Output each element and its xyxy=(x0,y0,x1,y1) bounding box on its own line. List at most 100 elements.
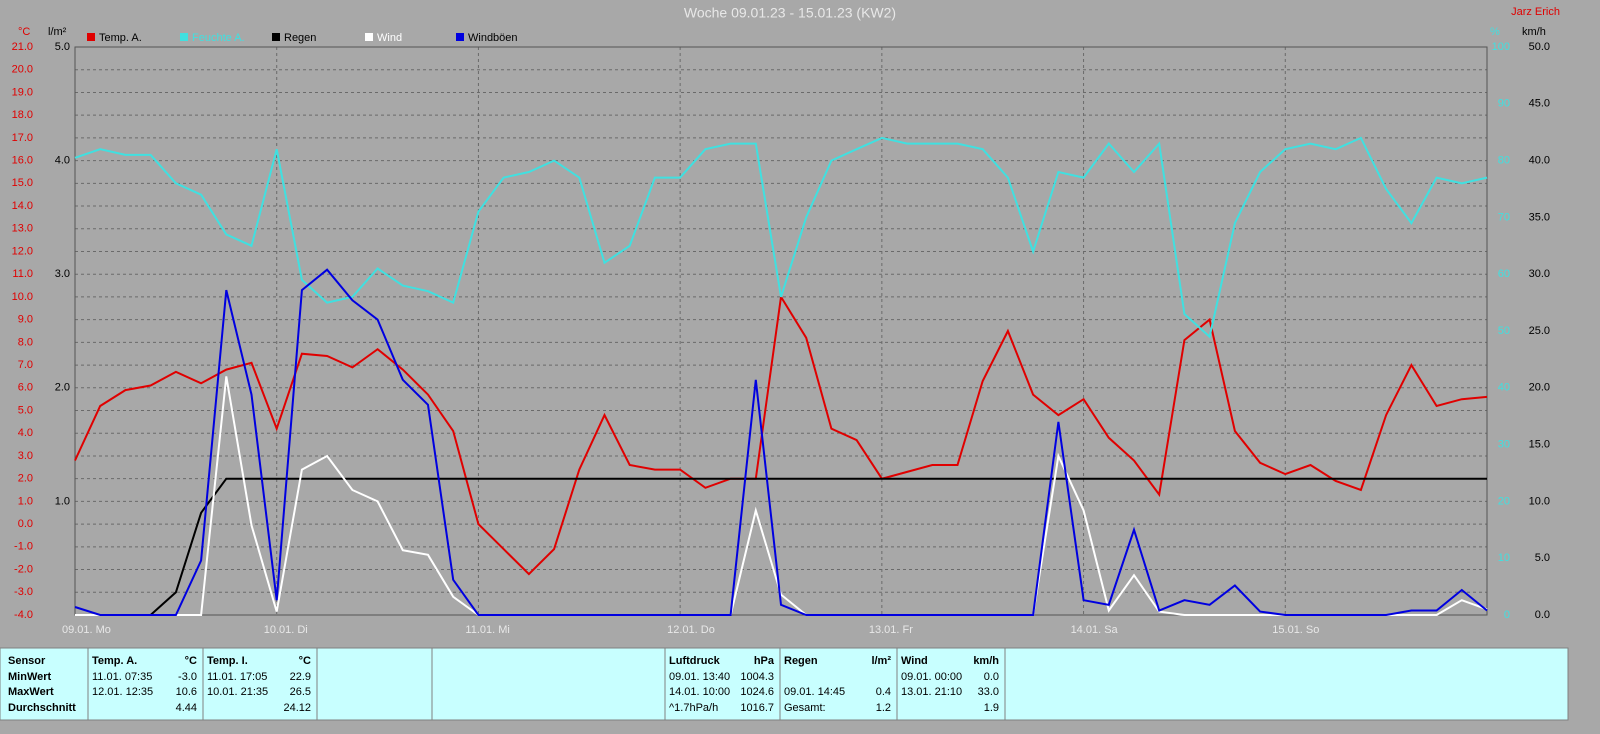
cell-time: 09.01. 00:00 xyxy=(901,671,962,683)
x-tick-label: 10.01. Di xyxy=(264,624,308,636)
x-tick-label: 14.01. Sa xyxy=(1071,624,1119,636)
y3-tick-label: 1.0 xyxy=(55,495,70,507)
row-label: Sensor xyxy=(8,655,46,667)
y-tick-label: 11.0 xyxy=(12,268,33,280)
legend-label: Feuchte A. xyxy=(192,32,245,44)
y-tick-label: 9.0 xyxy=(18,314,33,326)
block-name: Temp. A. xyxy=(92,655,137,667)
cell-value: 1.9 xyxy=(984,702,999,714)
block-unit: hPa xyxy=(754,655,775,667)
y2-tick-label: 0.0 xyxy=(1535,609,1550,621)
y-tick-label: -2.0 xyxy=(14,563,33,575)
cell-value: 1024.6 xyxy=(740,686,774,698)
y4-tick-label: 50 xyxy=(1498,325,1510,337)
y-tick-label: -1.0 xyxy=(14,541,33,553)
block-unit: °C xyxy=(299,655,311,667)
legend-swatch xyxy=(456,33,464,41)
cell-time: 09.01. 14:45 xyxy=(784,686,845,698)
y4-tick-label: 90 xyxy=(1498,98,1510,110)
cell-value: 0.0 xyxy=(984,671,999,683)
cell-value: 1016.7 xyxy=(740,702,774,714)
y4-tick-label: 80 xyxy=(1498,155,1510,167)
plot-frame xyxy=(74,46,1488,616)
cell-time: 09.01. 13:40 xyxy=(669,671,730,683)
y-tick-label: 14.0 xyxy=(12,200,33,212)
x-tick-label: 13.01. Fr xyxy=(869,624,913,636)
y3-tick-label: 2.0 xyxy=(55,382,70,394)
y-tick-label: -4.0 xyxy=(14,609,33,621)
legend-swatch xyxy=(87,33,95,41)
y4-tick-label: 0 xyxy=(1504,609,1510,621)
block-unit: °C xyxy=(185,655,197,667)
y-tick-label: 12.0 xyxy=(12,245,33,257)
block-name: Regen xyxy=(784,655,818,667)
y4-tick-label: 60 xyxy=(1498,268,1510,280)
x-tick-label: 12.01. Do xyxy=(667,624,715,636)
legend-label: Windböen xyxy=(468,32,518,44)
y3-tick-label: 3.0 xyxy=(55,268,70,280)
y3-tick-label: 4.0 xyxy=(55,155,70,167)
row-label: MinWert xyxy=(8,671,52,683)
y4-tick-label: 30 xyxy=(1498,439,1510,451)
y-unit: °C xyxy=(18,26,30,38)
legend-label: Regen xyxy=(284,32,316,44)
y-tick-label: 18.0 xyxy=(12,109,33,121)
series-line xyxy=(75,477,1487,616)
y-tick-label: 2.0 xyxy=(18,473,33,485)
y4-tick-label: 40 xyxy=(1498,382,1510,394)
cell-time: 14.01. 10:00 xyxy=(669,686,730,698)
block-name: Temp. I. xyxy=(207,655,248,667)
block-name: Wind xyxy=(901,655,928,667)
y-tick-label: 10.0 xyxy=(12,291,33,303)
y-tick-label: 16.0 xyxy=(12,155,33,167)
y2-tick-label: 25.0 xyxy=(1529,325,1550,337)
y-tick-label: 0.0 xyxy=(18,518,33,530)
y2-tick-label: 30.0 xyxy=(1529,268,1550,280)
x-tick-label: 15.01. So xyxy=(1272,624,1319,636)
y-tick-label: 6.0 xyxy=(18,382,33,394)
series-line xyxy=(75,376,1488,616)
cell-value: 26.5 xyxy=(290,686,311,698)
block-name: Luftdruck xyxy=(669,655,721,667)
y2-tick-label: 15.0 xyxy=(1529,439,1550,451)
y3-tick-label: 5.0 xyxy=(55,41,70,53)
y2-tick-label: 45.0 xyxy=(1529,98,1550,110)
y4-tick-label: 20 xyxy=(1498,495,1510,507)
y2-tick-label: 5.0 xyxy=(1535,552,1550,564)
cell-value: 4.44 xyxy=(176,702,197,714)
cell-time: 13.01. 21:10 xyxy=(901,686,962,698)
cell-value: 0.4 xyxy=(876,686,891,698)
cell-value: 1004.3 xyxy=(740,671,774,683)
row-label: MaxWert xyxy=(8,686,54,698)
cell-time: ^1.7hPa/h xyxy=(669,702,718,714)
y4-tick-label: 10 xyxy=(1498,552,1510,564)
cell-time: 11.01. 07:35 xyxy=(92,671,152,683)
y-tick-label: 3.0 xyxy=(18,450,33,462)
y2-tick-label: 40.0 xyxy=(1529,155,1550,167)
cell-time: 12.01. 12:35 xyxy=(92,686,153,698)
y-tick-label: 17.0 xyxy=(12,132,33,144)
cell-value: 22.9 xyxy=(290,671,311,683)
y-tick-label: 13.0 xyxy=(12,223,33,235)
y2-unit: km/h xyxy=(1522,26,1546,38)
y-tick-label: 8.0 xyxy=(18,336,33,348)
cell-value: 33.0 xyxy=(978,686,999,698)
series-line xyxy=(74,136,1488,339)
y-tick-label: 5.0 xyxy=(18,404,33,416)
y2-tick-label: 10.0 xyxy=(1529,495,1550,507)
cell-time: Gesamt: xyxy=(784,702,826,714)
legend-label: Wind xyxy=(377,32,402,44)
y-tick-label: 7.0 xyxy=(18,359,33,371)
chart-title: Woche 09.01.23 - 15.01.23 (KW2) xyxy=(684,5,896,21)
x-tick-label: 09.01. Mo xyxy=(62,624,111,636)
y-tick-label: 19.0 xyxy=(12,86,33,98)
y2-tick-label: 50.0 xyxy=(1529,41,1550,53)
y-tick-label: 21.0 xyxy=(12,41,33,53)
y4-tick-label: 100 xyxy=(1492,41,1510,53)
legend-swatch xyxy=(272,33,280,41)
cell-value: -3.0 xyxy=(178,671,197,683)
legend-swatch xyxy=(180,33,188,41)
cell-time: 10.01. 21:35 xyxy=(207,686,268,698)
